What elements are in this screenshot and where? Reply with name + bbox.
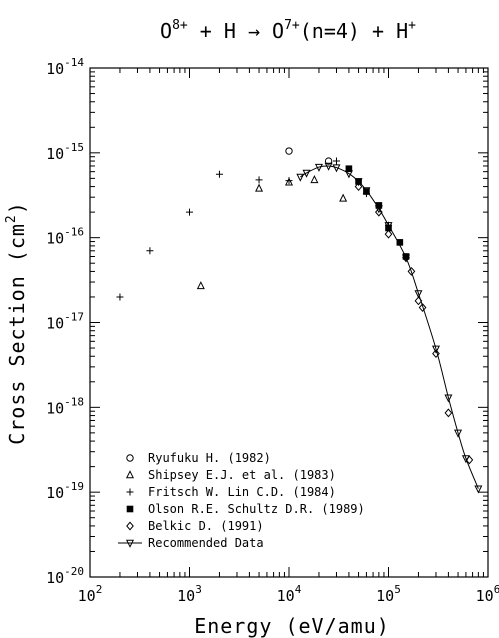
data-point (345, 165, 353, 173)
data-point (384, 222, 393, 231)
title-part-a: O (160, 19, 172, 43)
chart-title: O8+ + H → O7+(n=4) + H+ (160, 18, 416, 43)
data-point (296, 173, 305, 182)
series-6 (296, 162, 483, 494)
data-point (444, 394, 453, 403)
legend-label: Recommended Data (148, 536, 264, 550)
data-point (186, 208, 193, 216)
legend-label: Fritsch W. Lin C.D. (1984) (148, 485, 336, 499)
data-point (284, 177, 294, 186)
recommended-curve (300, 165, 479, 489)
title-part-c: (n=4) + H (300, 19, 408, 43)
data-point (285, 147, 293, 155)
legend: Ryufuku H. (1982) Shipsey E.J. et al. (19… (118, 451, 365, 550)
data-point (146, 247, 154, 255)
series-1 (285, 147, 333, 165)
axis-ticks (89, 68, 488, 578)
y-axis-label: Cross Section (cm2) (4, 201, 29, 445)
x-tick-label: 103 (177, 583, 202, 605)
legend-label: Ryufuku H. (1982) (148, 451, 271, 465)
series-2 (196, 175, 348, 290)
title-part-b: + H → O (188, 19, 284, 43)
data-point (310, 175, 319, 184)
legend-marker (125, 539, 135, 548)
y-tick-label: 10-16 (46, 226, 84, 248)
x-axis-label: Energy (eV/amu) (194, 614, 390, 638)
legend-marker (126, 488, 134, 496)
legend-marker (126, 521, 134, 531)
y-tick-label: 10-15 (46, 141, 84, 163)
legend-label: Olson R.E. Schultz D.R. (1989) (148, 502, 365, 516)
series-layer (116, 147, 483, 494)
axis-tick-labels: 102 103 104 105 106 10-20 10-19 10-18 10-17 10-16… (46, 56, 499, 605)
series-3 (116, 157, 392, 301)
y-tick-label: 10-18 (46, 395, 84, 417)
data-point (407, 266, 416, 276)
legend-item: Olson R.E. Schultz D.R. (1989) (126, 502, 365, 516)
data-point (302, 169, 311, 178)
legend-item: Ryufuku H. (1982) (126, 451, 271, 465)
y-tick-label: 10-19 (46, 480, 84, 502)
legend-marker (125, 470, 135, 479)
data-point (116, 293, 124, 301)
data-point (362, 187, 371, 196)
legend-marker (126, 454, 134, 462)
legend-item: Fritsch W. Lin C.D. (1984) (126, 485, 336, 499)
data-point (339, 193, 348, 202)
data-point (402, 254, 411, 263)
x-tick-label: 106 (476, 583, 499, 605)
title-part-b-sup: 7+ (284, 18, 300, 33)
data-point (344, 170, 353, 179)
x-tick-label: 105 (376, 583, 401, 605)
y-axis-label-end: ) (5, 201, 29, 214)
legend-item: Shipsey E.J. et al. (1983) (125, 468, 336, 482)
y-axis-label-main: Cross Section (cm (5, 223, 29, 445)
data-point (418, 303, 427, 313)
x-tick-label: 102 (78, 583, 103, 605)
title-part-a-sup: 8+ (172, 18, 188, 33)
data-point (374, 207, 383, 217)
y-tick-label: 10-14 (46, 56, 84, 78)
data-point (354, 178, 363, 187)
data-point (285, 177, 293, 185)
data-point (324, 162, 333, 171)
data-point (374, 205, 383, 214)
legend-marker (126, 505, 134, 513)
data-point (314, 163, 323, 172)
data-point (332, 164, 341, 173)
data-point (255, 176, 263, 184)
data-point (432, 349, 440, 359)
y-tick-label: 10-20 (46, 565, 84, 587)
title-part-c-sup: + (408, 18, 416, 33)
data-point (461, 455, 470, 464)
legend-item: Belkic D. (1991) (126, 519, 264, 533)
x-tick-label: 104 (277, 583, 302, 605)
data-point (196, 281, 205, 290)
y-axis-label-sup: 2 (4, 214, 19, 223)
data-point (454, 429, 463, 438)
data-point (474, 485, 483, 494)
data-point (215, 170, 223, 178)
data-point (444, 408, 453, 418)
y-tick-label: 10-17 (46, 311, 84, 333)
data-point (384, 229, 393, 239)
legend-label: Shipsey E.J. et al. (1983) (148, 468, 336, 482)
data-point (354, 182, 363, 192)
data-point (414, 290, 423, 299)
data-point (332, 157, 340, 165)
legend-label: Belkic D. (1991) (148, 519, 264, 533)
data-point (431, 345, 440, 354)
data-point (324, 157, 333, 165)
legend-item: Recommended Data (118, 536, 264, 550)
data-point (255, 183, 264, 192)
